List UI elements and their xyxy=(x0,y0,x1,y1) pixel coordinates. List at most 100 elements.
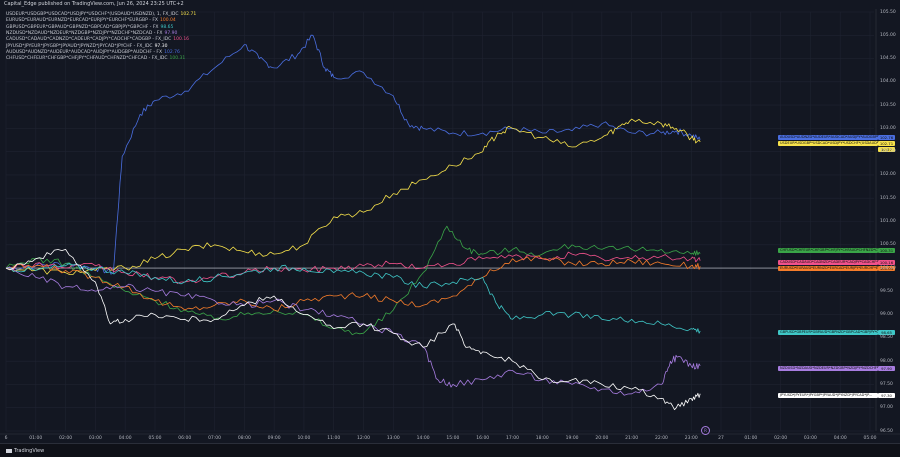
y-tick-label: 97.50 xyxy=(880,381,893,387)
legend-row[interactable]: CADUSD*CADAUD*CADNZD*CADEUR*CADJPY*CADCH… xyxy=(6,37,189,43)
x-tick-label: 09:00 xyxy=(267,436,281,441)
y-tick-label: 100.00 xyxy=(880,265,896,271)
y-tick-label: 101.50 xyxy=(880,195,896,201)
x-tick-label: 06:00 xyxy=(178,436,192,441)
x-tick-label: 05:00 xyxy=(148,436,162,441)
legend-series-value: 102.76 xyxy=(164,49,180,55)
y-tick-label: 103.50 xyxy=(880,102,896,108)
price-value-tag: 98.65 xyxy=(878,330,895,335)
session-marker-label: R xyxy=(704,428,707,433)
legend-row[interactable]: CHFUSD*CHFEUR*CHFGBP*CHFJPY*CHFAUD*CHFNZ… xyxy=(6,56,185,62)
series-name-tag: NZDUSD*NZDAUD*NZDEUR*NZDGBP*NZDJPY*NZDCH… xyxy=(778,366,878,371)
x-tick-label: 03:00 xyxy=(88,436,102,441)
x-tick-label: 16:00 xyxy=(476,436,490,441)
tradingview-logo[interactable]: TradingView xyxy=(6,447,44,455)
series-line[interactable] xyxy=(5,248,701,411)
legend-row[interactable]: USDEUR*USDGBP*USDCAD*USDJPY*USDCHF*(USDA… xyxy=(6,12,196,18)
price-value-tag: 10:57 xyxy=(878,147,895,152)
series-name-tag: CHFUSD*CHFEUR*CHFGBP*CHFJPY*CHFAUD*CHFNZ… xyxy=(778,248,878,253)
x-tick-label: 22:00 xyxy=(654,436,668,441)
brand-label: TradingView xyxy=(14,448,45,454)
legend-series-name: USDEUR*USDGBP*USDCAD*USDJPY*USDCHF*(USDA… xyxy=(6,12,179,17)
legend-series-value: 102.71 xyxy=(180,12,197,17)
x-tick-label: 17:00 xyxy=(505,436,519,441)
footer-bar: TradingView xyxy=(0,443,900,457)
price-value-tag: 102.71 xyxy=(878,141,895,146)
y-tick-label: 98.00 xyxy=(880,358,893,364)
legend-row[interactable]: JPYUSD*JPYEUR*JPYGBP*JPYAUD*JPYNZD*JPYCA… xyxy=(6,44,167,50)
x-tick-label: 04:00 xyxy=(118,436,132,441)
series-name-tag: AUDUSD*AUDNZD*AUDEUR*AUDCAD*AUDJPY*AUDGB… xyxy=(778,135,878,140)
y-tick-label: 105.50 xyxy=(880,9,896,15)
y-tick-label: 96.50 xyxy=(880,428,893,434)
x-tick-label: 19:00 xyxy=(565,436,579,441)
price-value-tag: 100.16 xyxy=(878,260,895,265)
series-name-tag: CADUSD*CADAUD*CADNZD*CADEUR*CADJPY*CADCH… xyxy=(778,260,878,265)
y-tick-label: 99.00 xyxy=(880,312,893,318)
series-name-tag: JPYUSD*JPYEUR*JPYGBP*JPYAUD*JPYNZD*JPYCA… xyxy=(778,393,878,398)
legend-row[interactable]: AUDUSD*AUDNZD*AUDEUR*AUDCAD*AUDJPY*AUDGB… xyxy=(6,50,180,56)
price-value-tag: 97.90 xyxy=(878,366,895,371)
legend-series-name: CHFUSD*CHFEUR*CHFGBP*CHFJPY*CHFAUD*CHFNZ… xyxy=(6,56,168,62)
y-tick-label: 101.00 xyxy=(880,219,896,224)
legend-series-name: JPYUSD*JPYEUR*JPYGBP*JPYAUD*JPYNZD*JPYCA… xyxy=(6,43,153,49)
legend-series-name: CADUSD*CADAUD*CADNZD*CADEUR*CADJPY*CADCH… xyxy=(6,37,172,43)
legend-row[interactable]: GBPUSD*GBPEUR*GBPAUD*GBPNZD*GBPCAD*GBPJP… xyxy=(6,25,173,31)
legend-series-name: GBPUSD*GBPEUR*GBPAUD*GBPNZD*GBPCAD*GBPJP… xyxy=(6,24,159,30)
legend-series-name: EURUSD*EURAUD*EURNZD*EURCAD*EURJPY*EURCH… xyxy=(6,18,159,24)
x-tick-label: 15:00 xyxy=(446,436,460,441)
session-marker-icon[interactable]: R xyxy=(701,426,710,435)
legend-series-value: 100.04 xyxy=(160,18,176,24)
x-tick-label: 23:00 xyxy=(684,436,698,441)
series-line[interactable] xyxy=(5,225,701,336)
y-tick-label: 100.50 xyxy=(880,242,896,248)
price-value-tag: 102.76 xyxy=(878,135,895,140)
legend-series-value: 100.16 xyxy=(173,37,190,43)
legend-row[interactable]: NZDUSD*NZDAUD*NZDEUR*NZDGBP*NZDJPY*NZDCH… xyxy=(6,31,177,37)
x-tick-label: 13:00 xyxy=(386,436,400,441)
x-tick-label: 12:00 xyxy=(357,436,370,441)
series-line[interactable] xyxy=(5,262,701,334)
x-tick-label: 10:00 xyxy=(297,436,311,441)
legend-row[interactable]: EURUSD*EURAUD*EURNZD*EURCAD*EURJPY*EURCH… xyxy=(6,18,176,24)
y-tick-label: 97.00 xyxy=(880,405,893,411)
legend-series-value: 97.30 xyxy=(154,43,168,49)
x-tick-label: 04:00 xyxy=(833,436,847,441)
legend-series-name: NZDUSD*NZDAUD*NZDEUR*NZDGBP*NZDJPY*NZDCH… xyxy=(6,30,163,36)
legend-series-value: 98.65 xyxy=(160,24,174,30)
y-tick-label: 103.00 xyxy=(880,125,896,131)
series-name-tag: USDEUR*USDGBP*USDCAD*USDJPY*USDCHF*(USDA… xyxy=(778,141,878,146)
x-tick-label: 14:00 xyxy=(416,436,430,441)
y-tick-label: 104.50 xyxy=(880,56,896,62)
x-tick-label: 21:00 xyxy=(625,436,639,441)
y-tick-label: 98.50 xyxy=(880,335,893,341)
x-tick-label: 02:00 xyxy=(774,436,788,441)
y-tick-label: 105.00 xyxy=(880,32,896,38)
x-tick-label: 01:00 xyxy=(29,436,43,441)
x-tick-label: 18:00 xyxy=(535,436,549,441)
x-tick-label: 6 xyxy=(4,436,8,441)
series-line[interactable] xyxy=(5,34,701,275)
x-tick-label: 05:00 xyxy=(863,436,877,441)
x-tick-label: 08:00 xyxy=(237,436,251,441)
x-tick-label: 07:00 xyxy=(208,436,222,441)
series-line[interactable] xyxy=(5,118,701,275)
price-value-tag: 100.31 xyxy=(878,248,895,253)
legend-series-value: 97.90 xyxy=(164,30,178,36)
series-line[interactable] xyxy=(5,266,701,396)
legend-series-value: 100.31 xyxy=(169,56,186,62)
x-tick-label: 02:00 xyxy=(59,436,73,441)
x-tick-label: 11:00 xyxy=(327,436,341,441)
x-tick-label: 27 xyxy=(718,436,724,441)
tradingview-logo-icon xyxy=(6,448,12,453)
series-name-tag: GBPUSD*GBPEUR*GBPAUD*GBPNZD*GBPCAD*GBPJP… xyxy=(778,330,878,335)
x-tick-label: 01:00 xyxy=(744,436,758,441)
y-tick-label: 102.50 xyxy=(880,149,896,155)
published-header: Capital_Edge published on TradingView.co… xyxy=(4,1,184,7)
series-name-tag: EURUSD*EURAUD*EURNZD*EURCAD*EURJPY*EURCH… xyxy=(778,266,878,271)
price-value-tag: 97.30 xyxy=(878,393,895,398)
y-tick-label: 104.00 xyxy=(880,79,896,85)
legend-series-name: AUDUSD*AUDNZD*AUDEUR*AUDCAD*AUDJPY*AUDGB… xyxy=(6,49,163,55)
